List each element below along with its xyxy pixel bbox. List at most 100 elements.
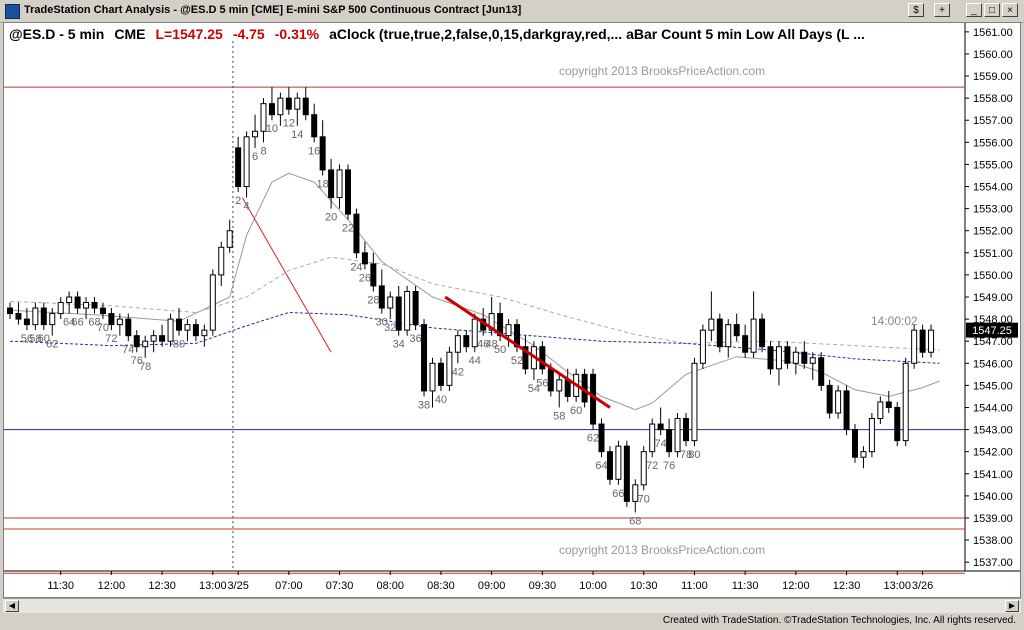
time-tick-label: 10:30 — [630, 580, 658, 592]
bull-candle — [556, 379, 563, 392]
minimize-button[interactable]: _ — [966, 3, 982, 17]
time-tick-label: 3/26 — [912, 580, 933, 592]
window-title: TradeStation Chart Analysis - @ES.D 5 mi… — [24, 4, 522, 16]
bar-count-label: 6 — [252, 151, 258, 163]
bear-candle — [319, 136, 326, 171]
price-tick-label: 1554.00 — [973, 182, 1013, 194]
bear-candle — [826, 384, 833, 414]
bull-candle — [488, 313, 495, 331]
bear-candle — [657, 423, 664, 431]
dollar-button[interactable]: $ — [908, 3, 924, 17]
bear-candle — [894, 406, 901, 442]
price-tick-label: 1545.00 — [973, 380, 1013, 392]
bar-count-label: 40 — [435, 394, 447, 406]
price-tick-label: 1540.00 — [973, 491, 1013, 503]
bear-candle — [598, 423, 605, 453]
bull-candle — [928, 329, 935, 353]
bull-candle — [150, 335, 157, 342]
price-tick-label: 1543.00 — [973, 425, 1013, 437]
bar-count-label: 28 — [367, 294, 379, 306]
plus-button[interactable]: + — [934, 3, 950, 17]
bar-count-label: 74 — [655, 438, 667, 450]
bear-candle — [302, 97, 309, 116]
bear-candle — [15, 313, 22, 320]
bear-candle — [437, 362, 444, 386]
bear-candle — [539, 346, 546, 370]
bar-count-label: 18 — [317, 178, 329, 190]
bar-count-label: 48 — [486, 339, 498, 351]
time-tick-label: 11:00 — [681, 580, 708, 592]
bar-count-label: 64 — [63, 317, 75, 329]
price-tick-label: 1547.00 — [973, 336, 1013, 348]
bar-count-label: 56 — [21, 333, 33, 345]
price-chart[interactable]: @ES.D - 5 min CME L=1547.25 -4.75 -0.31% aClo… — [4, 23, 1020, 597]
time-tick-label: 12:00 — [782, 580, 810, 592]
bar-count-label: 58 — [553, 410, 565, 422]
bull-candle — [649, 423, 656, 453]
window-titlebar: TradeStation Chart Analysis - @ES.D 5 mi… — [0, 0, 1024, 23]
bull-candle — [49, 313, 56, 326]
trendline-0 — [241, 197, 332, 353]
bull-candle — [691, 362, 698, 442]
bull-candle — [404, 290, 411, 331]
bear-candle — [176, 318, 182, 331]
bear-candle — [759, 318, 766, 348]
bull-candle — [835, 390, 842, 414]
bull-candle — [243, 136, 250, 188]
price-tick-label: 1549.00 — [973, 292, 1013, 304]
bull-candle — [167, 318, 174, 342]
bear-candle — [370, 263, 377, 287]
last-price-marker: 1547.25 — [966, 322, 1018, 338]
scroll-right-icon[interactable]: ▶ — [1005, 600, 1019, 612]
bar-count-label: 50 — [494, 344, 506, 356]
bear-candle — [666, 429, 673, 453]
clock-label: 14:00:02 — [871, 314, 918, 328]
trendline-1 — [444, 295, 611, 409]
price-tick-label: 1541.00 — [973, 469, 1013, 481]
price-tick-label: 1557.00 — [973, 115, 1013, 127]
bear-candle — [784, 346, 791, 364]
bar-count-label: 24 — [350, 261, 362, 273]
bull-candle — [640, 451, 647, 486]
bull-candle — [209, 274, 216, 331]
time-tick-label: 08:00 — [376, 580, 404, 592]
chart-area[interactable]: @ES.D - 5 min CME L=1547.25 -4.75 -0.31% aClo… — [3, 22, 1021, 598]
bull-candle — [454, 335, 461, 353]
price-tick-label: 1556.00 — [973, 137, 1013, 149]
bear-candle — [547, 368, 554, 392]
bull-candle — [142, 340, 149, 348]
bar-count-label: 80 — [688, 449, 700, 461]
maximize-button[interactable]: □ — [984, 3, 1000, 17]
close-button[interactable]: × — [1002, 3, 1018, 17]
bull-candle — [66, 296, 73, 304]
moving-average-line — [9, 172, 940, 411]
bar-count-label: 42 — [452, 366, 464, 378]
bar-count-label: 58 — [29, 333, 41, 345]
bear-candle — [716, 318, 723, 348]
bear-candle — [40, 307, 47, 326]
bull-candle — [708, 318, 715, 331]
bear-candle — [919, 329, 926, 353]
bear-candle — [590, 373, 597, 425]
bar-count-label: 62 — [587, 433, 599, 445]
price-tick-label: 1546.00 — [973, 358, 1013, 370]
bear-candle — [328, 169, 335, 199]
horizontal-scrollbar[interactable]: ◀ ▶ — [3, 598, 1021, 613]
bear-candle — [192, 324, 199, 337]
bear-candle — [885, 401, 892, 408]
bull-candle — [218, 246, 225, 276]
bear-candle — [285, 97, 292, 110]
bar-count-label: 72 — [646, 460, 658, 472]
scroll-left-icon[interactable]: ◀ — [5, 600, 19, 612]
bull-candle — [775, 346, 782, 370]
price-tick-label: 1555.00 — [973, 159, 1013, 171]
bar-count-label: 80 — [173, 339, 185, 351]
tradestation-logo-icon — [5, 4, 20, 19]
bear-candle — [852, 429, 858, 458]
bull-candle — [387, 296, 394, 309]
bar-count-label: 44 — [469, 355, 481, 367]
bull-candle — [632, 484, 639, 502]
bull-candle — [750, 318, 757, 353]
bar-count-label: 54 — [528, 383, 540, 395]
price-tick-label: 1561.00 — [973, 27, 1013, 39]
